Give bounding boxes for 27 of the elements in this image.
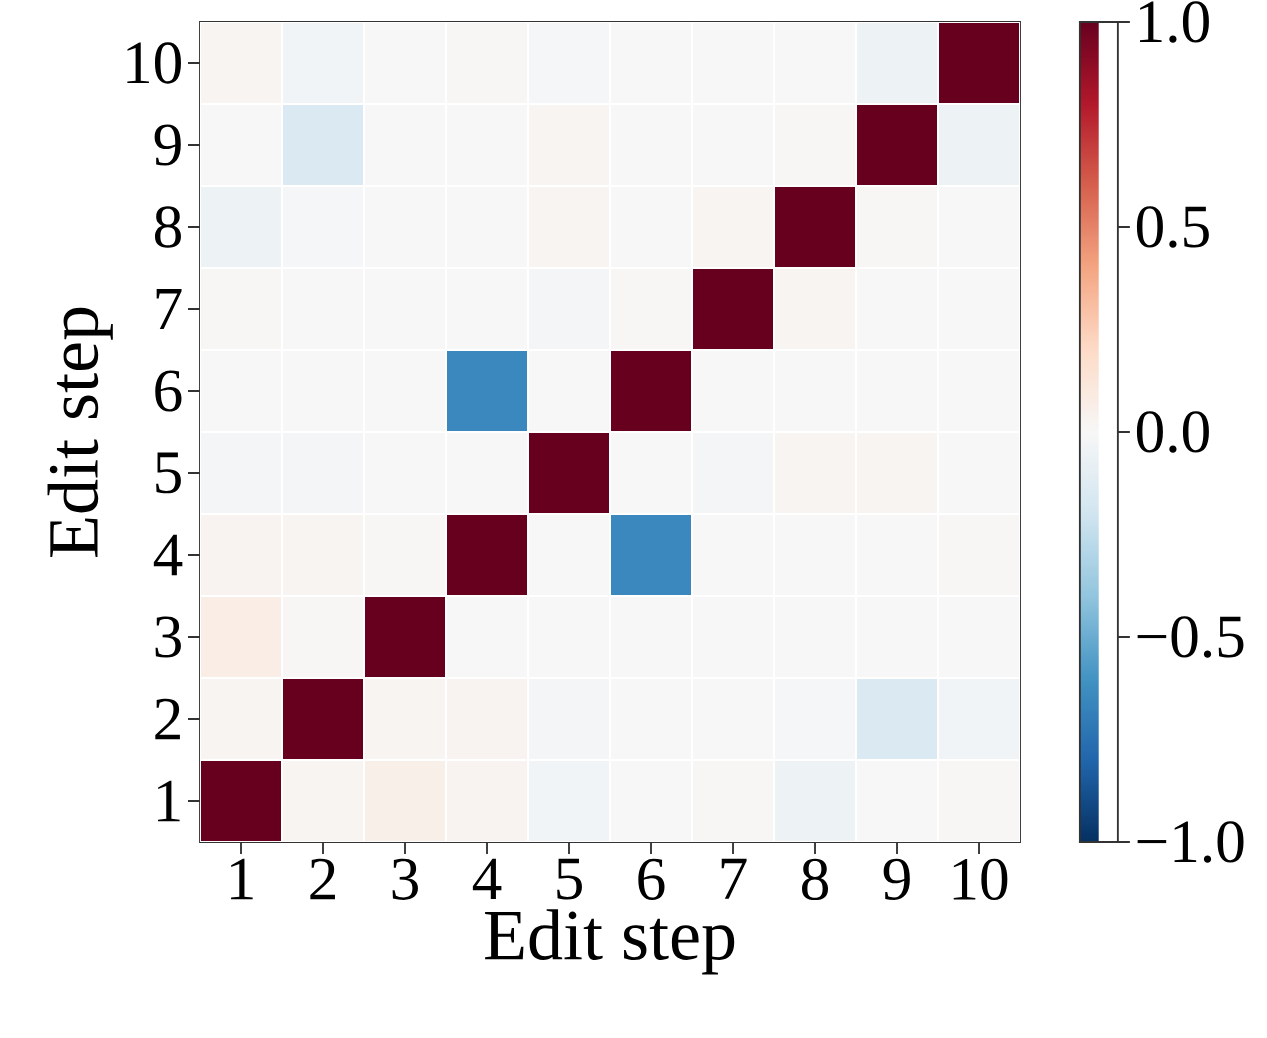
y-tick-label: 7 (156, 288, 182, 330)
color-bar-label: 0.0 (1136, 411, 1209, 453)
y-tick-label: 9 (154, 124, 181, 166)
x-axis-title: Edit step (485, 909, 735, 975)
y-tick-label: 6 (155, 370, 182, 412)
x-tick-label: 8 (802, 858, 829, 901)
x-tick-label: 6 (638, 858, 665, 900)
x-tick-label: 1 (231, 858, 253, 900)
x-tick-label: 2 (310, 858, 335, 900)
color-bar-label: −1.0 (1137, 821, 1244, 863)
y-tick-label: 4 (153, 534, 183, 576)
y-tick-label: 8 (154, 206, 181, 248)
color-bar-label: 1.0 (1139, 1, 1209, 43)
y-tick-label: 1 (158, 780, 180, 822)
x-tick-label: 9 (883, 858, 910, 900)
color-bar-label: 0.5 (1136, 206, 1209, 248)
x-tick-label: 4 (472, 858, 502, 900)
x-tick-label: 10 (953, 858, 1008, 901)
x-tick-label: 7 (721, 858, 747, 899)
y-tick-label: 2 (155, 698, 180, 740)
y-tick-label: 10 (127, 42, 181, 84)
color-bar-label: −0.5 (1137, 616, 1244, 658)
y-tick-label: 3 (155, 616, 181, 658)
y-tick-label: 5 (156, 452, 181, 494)
x-tick-label: 5 (557, 858, 582, 900)
y-axis-title: Edit step (47, 307, 113, 557)
x-tick-label: 3 (392, 858, 418, 900)
